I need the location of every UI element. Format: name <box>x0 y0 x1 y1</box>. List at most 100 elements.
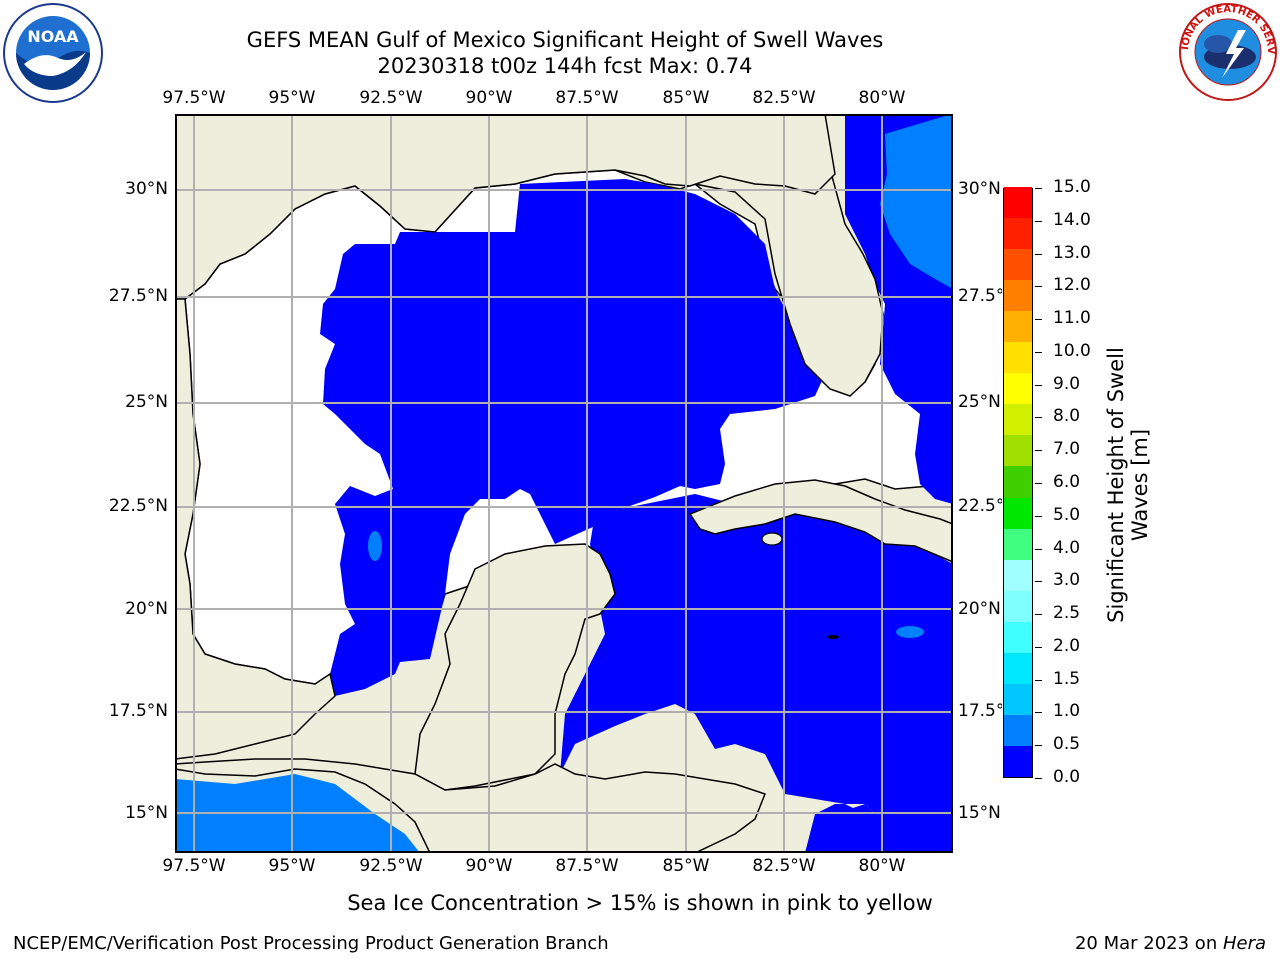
lon-label-bottom: 85°W <box>662 856 710 876</box>
swell-blue-region <box>320 179 825 696</box>
colorbar-segment <box>1004 279 1032 312</box>
colorbar-tick-label: 11.0 <box>1053 308 1091 329</box>
lat-label-left: 25°N <box>125 392 168 412</box>
colorbar-tick-mark <box>1035 548 1042 550</box>
colorbar-tick-mark <box>1035 286 1042 288</box>
colorbar-label-text: Significant Height of Swell Waves [m] <box>1104 347 1152 623</box>
colorbar-segment <box>1004 434 1032 467</box>
lat-label-right: 27.5°N <box>958 286 1002 306</box>
lat-label-left: 20°N <box>125 599 168 619</box>
colorbar-ticks: 0.0 0.5 1.0 1.5 2.0 2.5 3.0 4.0 5.0 6.0 7.0 8.0 9.0 1… <box>1035 177 1105 798</box>
date-stamp: 20 Mar 2023 on Hera <box>1075 933 1266 954</box>
colorbar-segment <box>1004 528 1032 560</box>
lat-label-left: 27.5°N <box>108 286 168 306</box>
colorbar-tick-mark <box>1035 483 1042 484</box>
colorbar-tick-label: 7.0 <box>1053 439 1081 460</box>
colorbar-tick-label: 14.0 <box>1053 209 1091 230</box>
cuba-land <box>688 479 953 563</box>
colorbar-segment <box>1004 559 1032 591</box>
colorbar-tick-label: 0.0 <box>1053 767 1081 787</box>
colorbar-tick-mark <box>1035 515 1042 517</box>
swell-blue-caribbean <box>560 494 953 853</box>
chart-title-line2: 20230318 t00z 144h fcst Max: 0.74 <box>377 54 753 78</box>
colorbar-tick-label: 13.0 <box>1053 242 1091 263</box>
colorbar-tick-mark <box>1035 745 1042 747</box>
colorbar-segment <box>1004 341 1032 374</box>
lon-label-bottom: 95°W <box>268 856 316 876</box>
lon-label-bottom: 80°W <box>858 856 906 876</box>
colorbar-segment <box>1004 745 1032 777</box>
system-name: Hera <box>1222 933 1266 954</box>
colorbar-segment <box>1004 217 1032 250</box>
colorbar-tick-label: 0.5 <box>1053 734 1081 755</box>
lat-label-left: 15°N <box>125 803 168 823</box>
colorbar-tick-label: 1.0 <box>1053 701 1081 722</box>
lat-label-right: 15°N <box>958 803 1001 823</box>
swell-lightblue-patch <box>368 531 382 561</box>
colorbar-tick-label: 9.0 <box>1053 373 1081 394</box>
colorbar-tick-mark <box>1035 253 1042 255</box>
lon-label-top: 87.5°W <box>555 88 619 108</box>
colorbar-tick-mark <box>1035 646 1042 648</box>
nws-logo: NATIONAL WEATHER SERVICE <box>1174 0 1278 102</box>
map-plot-area <box>175 114 953 853</box>
colorbar-tick-mark <box>1035 188 1042 189</box>
lat-label-left: 22.5°N <box>108 496 168 516</box>
yucatan-land <box>414 543 616 791</box>
lon-label-top: 92.5°W <box>359 88 423 108</box>
colorbar-tick-mark <box>1035 712 1042 714</box>
colorbar-tick-mark <box>1035 417 1042 419</box>
lon-label-top: 82.5°W <box>752 88 816 108</box>
lon-label-top: 85°W <box>662 88 710 108</box>
colorbar-tick-mark <box>1035 614 1042 616</box>
colorbar-segment <box>1004 186 1032 219</box>
colorbar-segment <box>1004 621 1032 653</box>
cayman-island <box>827 635 839 639</box>
isla-juventud <box>761 532 783 546</box>
colorbar-tick-mark <box>1035 778 1042 779</box>
lat-label-right: 30°N <box>958 179 1001 199</box>
colorbar-tick-label: 10.0 <box>1053 340 1091 361</box>
colorbar-tick-mark <box>1035 581 1042 583</box>
lon-label-top: 80°W <box>858 88 906 108</box>
swell-lightblue-patch-2 <box>896 626 924 638</box>
colorbar-segment <box>1004 465 1032 498</box>
lon-label-bottom: 97.5°W <box>162 856 226 876</box>
colorbar-segment <box>1004 497 1032 529</box>
lon-label-top: 97.5°W <box>162 88 226 108</box>
lon-label-top: 90°W <box>465 88 513 108</box>
lon-label-top: 95°W <box>268 88 316 108</box>
noaa-logo-text: NOAA <box>27 27 79 46</box>
colorbar-tick-label: 2.5 <box>1053 603 1081 624</box>
colorbar-tick-mark <box>1035 220 1042 222</box>
colorbar-segment <box>1004 683 1032 715</box>
lat-label-left: 30°N <box>125 179 168 199</box>
map-svg <box>175 114 953 853</box>
colorbar-tick-mark <box>1035 384 1042 386</box>
us-gulf-coast-land <box>175 114 836 300</box>
lat-label-left: 17.5°N <box>108 701 168 721</box>
lon-label-bottom: 92.5°W <box>359 856 423 876</box>
colorbar-tick-label: 5.0 <box>1053 504 1081 525</box>
lat-label-right: 22.5°N <box>958 496 1002 516</box>
lat-label-right: 20°N <box>958 599 1001 619</box>
lon-label-bottom: 90°W <box>465 856 513 876</box>
date-text: 20 Mar 2023 on <box>1074 933 1223 954</box>
chart-title-line1: GEFS MEAN Gulf of Mexico Significant Hei… <box>246 28 884 52</box>
swell-blue-caribbean-south <box>805 804 953 853</box>
central-america-land <box>175 758 766 853</box>
colorbar-segment <box>1004 310 1032 343</box>
colorbar-tick-label: 6.0 <box>1053 472 1081 492</box>
colorbar-tick-label: 8.0 <box>1053 406 1081 427</box>
map-border <box>175 114 953 853</box>
colorbar <box>1003 186 1033 778</box>
colorbar-segment <box>1004 714 1032 746</box>
colorbar-tick-label: 12.0 <box>1053 275 1091 296</box>
colorbar-segment <box>1004 590 1032 622</box>
lat-label-right: 25°N <box>958 392 1001 412</box>
lat-labels-right: 30°N 27.5°N 25°N 22.5°N 20°N 17.5°N 15°N <box>958 170 1002 830</box>
colorbar-tick-label: 4.0 <box>1053 537 1081 558</box>
lat-label-right: 17.5°N <box>958 701 1002 721</box>
colorbar-tick-label: 2.0 <box>1053 635 1081 656</box>
producer-credit: NCEP/EMC/Verification Post Processing Pr… <box>13 933 609 954</box>
